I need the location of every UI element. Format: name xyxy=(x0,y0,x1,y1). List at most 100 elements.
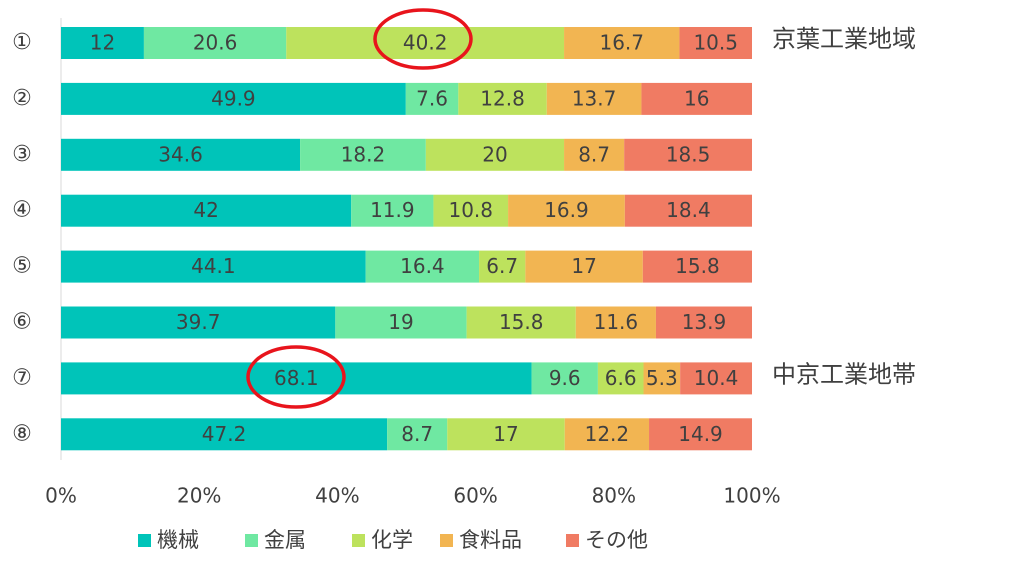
category-label: ③ xyxy=(12,142,32,167)
data-label: 44.1 xyxy=(191,254,236,278)
data-label: 39.7 xyxy=(176,310,221,334)
data-label: 18.5 xyxy=(666,142,711,166)
bar-segment xyxy=(546,82,642,115)
highlight-circle xyxy=(246,345,346,409)
legend-label: 食料品 xyxy=(459,528,522,552)
data-label: 18.2 xyxy=(341,142,386,166)
data-label: 8.7 xyxy=(401,422,433,446)
data-label: 12.8 xyxy=(480,86,525,110)
legend-label: 機械 xyxy=(157,528,199,552)
data-label: 16.4 xyxy=(400,254,445,278)
x-tick-label: 100% xyxy=(723,484,780,508)
highlight-circle xyxy=(373,8,473,70)
bar-segment xyxy=(335,306,467,339)
bar-segment xyxy=(433,194,509,227)
bar-segment xyxy=(365,250,480,283)
x-tick-label: 60% xyxy=(453,484,497,508)
data-label: 16 xyxy=(684,86,709,110)
bar-segment xyxy=(61,194,352,227)
x-tick-label: 40% xyxy=(315,484,359,508)
data-label: 20 xyxy=(482,142,507,166)
data-label: 15.8 xyxy=(675,254,720,278)
bar-segment xyxy=(61,306,336,339)
bar-segment xyxy=(564,418,650,451)
data-label: 10.8 xyxy=(448,198,493,222)
bar-segment xyxy=(564,27,680,59)
data-label: 40.2 xyxy=(403,31,448,55)
bar-segment xyxy=(531,362,598,395)
data-label: 13.9 xyxy=(682,310,727,334)
data-label: 16.9 xyxy=(544,198,589,222)
bar-segment xyxy=(143,27,287,59)
bar-segment xyxy=(479,250,526,283)
bar-segment xyxy=(351,194,434,227)
data-label: 14.9 xyxy=(678,422,723,446)
bar-segment xyxy=(575,306,656,339)
bar-segment xyxy=(624,194,752,227)
bar-segment xyxy=(458,82,547,115)
data-label: 5.3 xyxy=(646,366,678,390)
data-label: 6.6 xyxy=(605,366,637,390)
data-label: 20.6 xyxy=(193,31,238,55)
category-label: ⑥ xyxy=(12,310,32,335)
data-label: 47.2 xyxy=(202,422,247,446)
bar-segment xyxy=(649,418,752,451)
bar-segment xyxy=(61,138,301,171)
bar-segment xyxy=(525,250,643,283)
data-label: 68.1 xyxy=(274,366,319,390)
bar-segment xyxy=(643,362,681,395)
bar-segment xyxy=(597,362,644,395)
legend-swatch xyxy=(245,534,258,547)
legend-swatch xyxy=(566,534,579,547)
bar-segment xyxy=(61,418,388,451)
data-label: 9.6 xyxy=(549,366,581,390)
data-label: 19 xyxy=(388,310,413,334)
legend-swatch xyxy=(440,534,453,547)
category-label: ⑦ xyxy=(12,365,32,390)
data-label: 12.2 xyxy=(585,422,630,446)
bar-segment xyxy=(642,250,752,283)
bar-segment xyxy=(447,418,565,451)
data-label: 11.9 xyxy=(370,198,415,222)
data-label: 6.7 xyxy=(486,254,518,278)
data-label: 13.7 xyxy=(572,86,617,110)
bar-segment xyxy=(425,138,565,171)
legend-label: 化学 xyxy=(371,528,413,552)
category-label: ⑤ xyxy=(12,254,32,279)
data-label: 42 xyxy=(193,198,218,222)
bar-segment xyxy=(641,82,752,115)
data-label: 7.6 xyxy=(416,86,448,110)
legend-label: 金属 xyxy=(264,528,306,552)
bar-segment xyxy=(624,138,752,171)
legend-swatch xyxy=(138,534,151,547)
data-label: 34.6 xyxy=(158,142,203,166)
bar-segment xyxy=(286,27,565,59)
data-label: 10.5 xyxy=(693,31,738,55)
data-label: 17 xyxy=(493,422,518,446)
data-label: 12 xyxy=(90,31,115,55)
bar-segment xyxy=(679,27,752,59)
annotation: 京葉工業地域 xyxy=(772,25,916,53)
bar-segment xyxy=(655,306,752,339)
x-tick-label: 20% xyxy=(177,484,221,508)
data-label: 18.4 xyxy=(666,198,711,222)
annotation: 中京工業地帯 xyxy=(772,360,916,388)
bar-segment xyxy=(680,362,752,395)
bar-segment xyxy=(564,138,625,171)
data-label: 10.4 xyxy=(694,366,739,390)
x-tick-label: 80% xyxy=(592,484,636,508)
data-label: 8.7 xyxy=(578,142,610,166)
data-label: 11.6 xyxy=(594,310,639,334)
legend-label: その他 xyxy=(585,528,648,552)
category-label: ⑧ xyxy=(12,421,32,446)
bar-segment xyxy=(61,82,406,115)
data-label: 16.7 xyxy=(599,31,644,55)
bar-segment xyxy=(300,138,426,171)
bar-segment xyxy=(387,418,448,451)
bar-segment xyxy=(508,194,625,227)
x-tick-label: 0% xyxy=(45,484,77,508)
bar-segment xyxy=(61,362,532,395)
category-label: ① xyxy=(12,30,32,55)
data-label: 17 xyxy=(571,254,596,278)
